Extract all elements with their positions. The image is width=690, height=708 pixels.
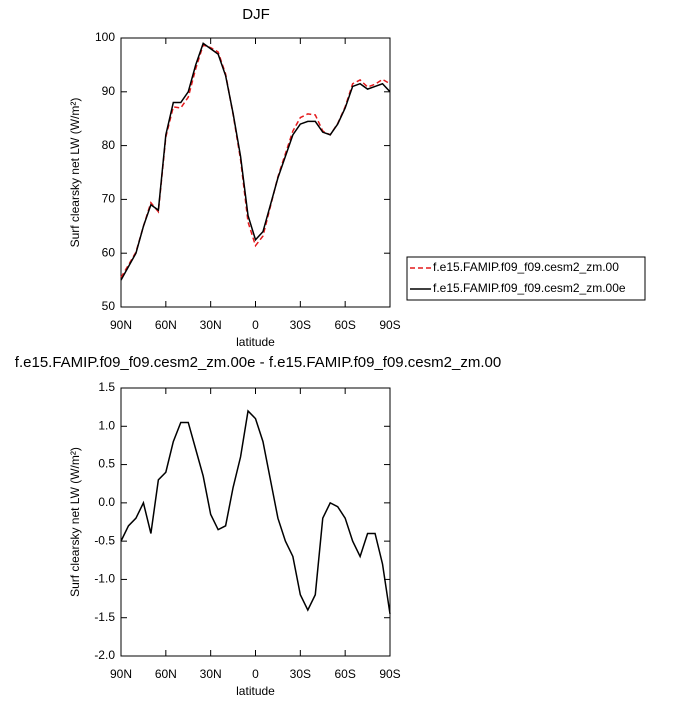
x-axis-label: latitude xyxy=(236,335,275,349)
y-tick-label: 90 xyxy=(102,84,116,98)
y-tick-label: 50 xyxy=(102,299,116,313)
y-tick-label: 80 xyxy=(102,138,116,152)
x-tick-label: 60N xyxy=(155,667,177,681)
x-tick-label: 30N xyxy=(200,318,222,332)
y-tick-label: 100 xyxy=(95,30,115,44)
x-tick-label: 60N xyxy=(155,318,177,332)
x-tick-label: 0 xyxy=(252,667,259,681)
x-tick-label: 30N xyxy=(200,667,222,681)
data-line xyxy=(120,44,391,278)
x-tick-label: 90N xyxy=(110,318,132,332)
x-tick-label: 60S xyxy=(334,318,355,332)
y-tick-label: 0.5 xyxy=(98,457,115,471)
y-tick-label: 70 xyxy=(102,192,116,206)
y-axis-label: Surf clearsky net LW (W/m²) xyxy=(68,447,82,597)
x-tick-label: 30S xyxy=(290,667,311,681)
x-tick-label: 90S xyxy=(379,667,400,681)
legend-label: f.e15.FAMIP.f09_f09.cesm2_zm.00 xyxy=(433,260,619,274)
x-tick-label: 30S xyxy=(290,318,311,332)
y-tick-label: -2.0 xyxy=(94,648,115,662)
y-tick-label: 1.5 xyxy=(98,380,115,394)
x-tick-label: 60S xyxy=(334,667,355,681)
x-tick-label: 90N xyxy=(110,667,132,681)
data-line xyxy=(120,409,391,615)
data-line xyxy=(120,42,391,281)
x-tick-label: 90S xyxy=(379,318,400,332)
y-tick-label: -1.5 xyxy=(94,610,115,624)
x-axis-label: latitude xyxy=(236,684,275,698)
y-tick-label: -0.5 xyxy=(94,533,115,547)
y-tick-label: 0.0 xyxy=(98,495,115,509)
chart-title: DJF xyxy=(242,6,270,23)
plot-frame xyxy=(120,387,391,657)
legend-label: f.e15.FAMIP.f09_f09.cesm2_zm.00e xyxy=(433,281,626,295)
y-axis-label: Surf clearsky net LW (W/m²) xyxy=(68,98,82,248)
y-tick-label: 60 xyxy=(102,245,116,259)
x-tick-label: 0 xyxy=(252,318,259,332)
y-tick-label: 1.0 xyxy=(98,418,115,432)
legend-box xyxy=(406,256,646,301)
chart-title: f.e15.FAMIP.f09_f09.cesm2_zm.00e - f.e15… xyxy=(15,354,501,371)
y-tick-label: -1.0 xyxy=(94,572,115,586)
